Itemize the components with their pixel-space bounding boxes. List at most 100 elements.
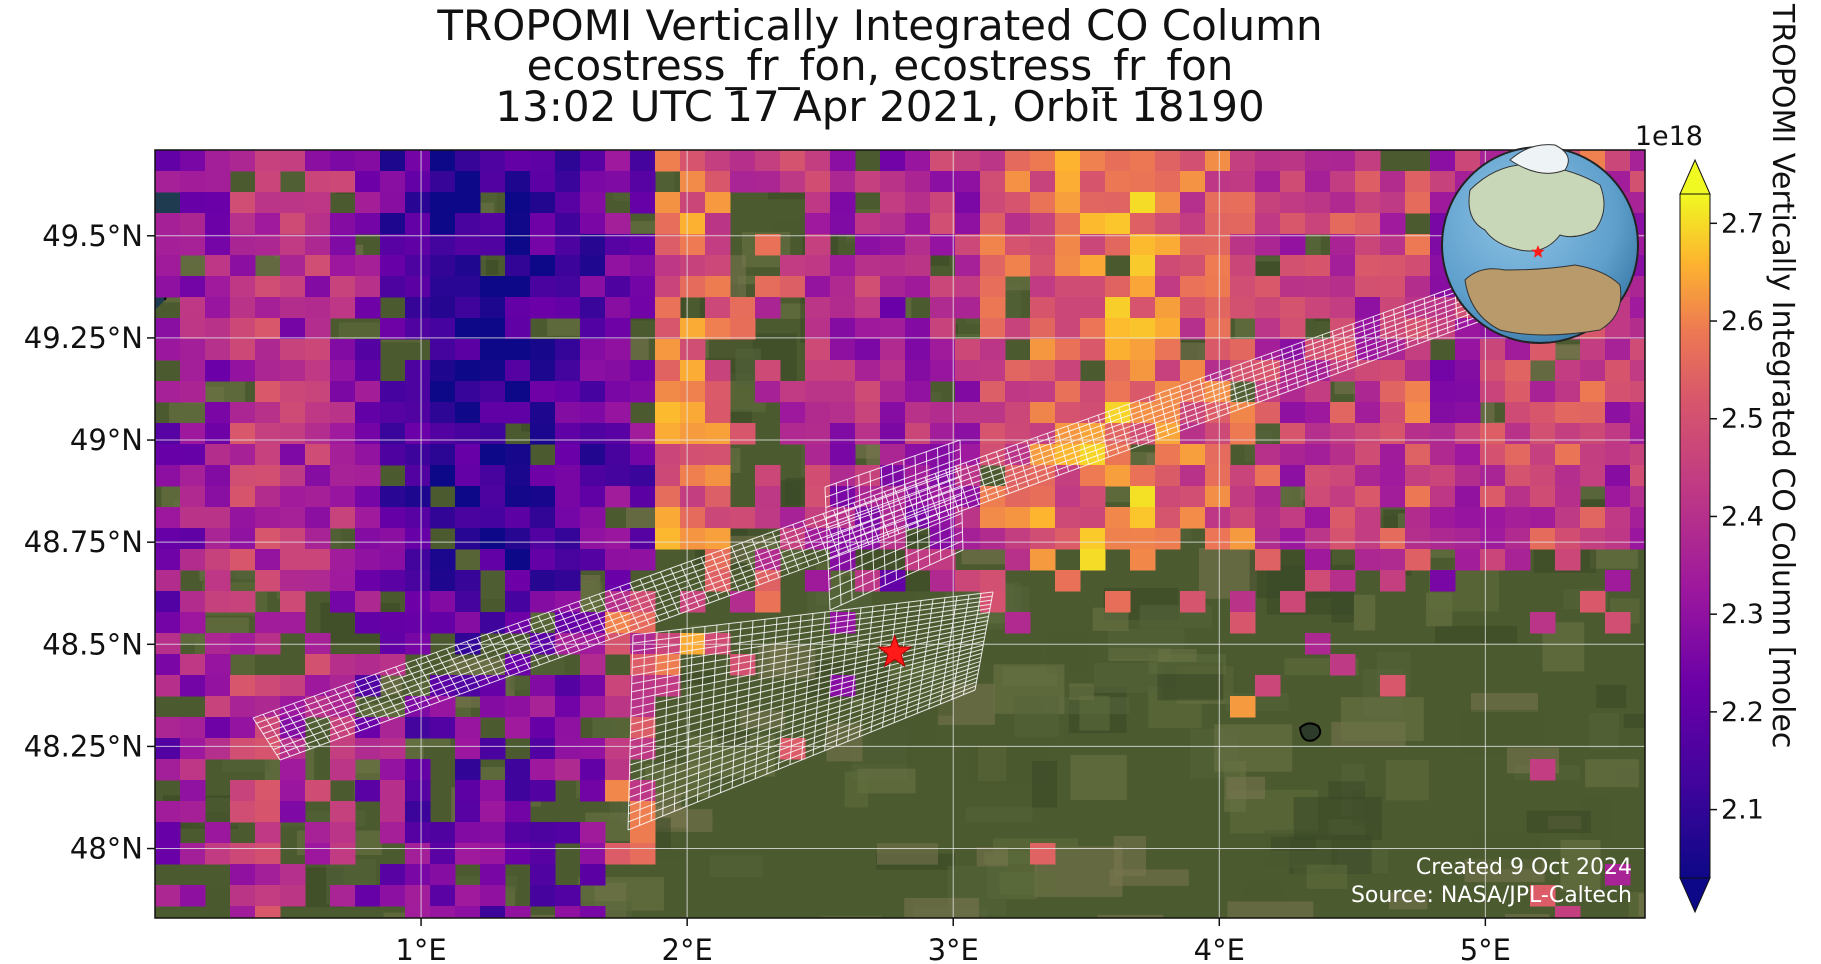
red-star-marker: [877, 634, 913, 668]
co-pixel: [505, 591, 531, 613]
co-pixel: [455, 360, 481, 382]
co-pixel: [905, 423, 931, 445]
co-pixel: [1380, 234, 1406, 256]
co-pixel: [1280, 591, 1306, 613]
co-pixel: [1580, 507, 1606, 529]
co-pixel: [1405, 465, 1431, 487]
co-pixel: [980, 339, 1006, 361]
co-pixel: [355, 675, 381, 697]
co-pixel: [255, 507, 281, 529]
land-texture-patch: [999, 871, 1057, 895]
co-pixel: [1555, 360, 1581, 382]
swath-grid-line: [629, 660, 981, 774]
land-texture-patch: [965, 807, 1033, 823]
co-pixel: [430, 318, 456, 340]
co-pixel: [580, 360, 606, 382]
co-pixel: [555, 171, 581, 193]
co-pixel: [1505, 444, 1531, 466]
co-pixel: [480, 486, 506, 508]
co-pixel: [280, 297, 306, 319]
colorbar-tick-label: 2.6: [1721, 306, 1764, 337]
co-pixel: [505, 150, 531, 172]
co-pixel: [430, 864, 456, 886]
co-pixel: [180, 738, 206, 760]
site-marker: [877, 634, 913, 668]
co-pixel: [955, 423, 981, 445]
co-pixel: [305, 549, 331, 571]
colorbar-max-extend: [1679, 158, 1711, 195]
co-pixel: [630, 381, 656, 403]
co-pixel: [680, 507, 706, 529]
co-pixel: [605, 696, 631, 718]
co-pixel: [1505, 465, 1531, 487]
co-pixel: [455, 423, 481, 445]
y-tick-label: 49.25°N: [24, 321, 143, 355]
co-pixel: [405, 444, 431, 466]
co-pixel: [480, 360, 506, 382]
co-pixel: [555, 906, 581, 918]
co-pixel: [255, 633, 281, 655]
co-pixel: [280, 192, 306, 214]
co-pixel: [205, 507, 231, 529]
co-pixel: [1580, 339, 1606, 361]
co-pixel: [1130, 423, 1156, 445]
co-pixel: [1305, 192, 1331, 214]
co-pixel: [230, 507, 256, 529]
co-pixel: [1030, 213, 1056, 235]
co-pixel: [255, 822, 281, 844]
co-pixel: [855, 276, 881, 298]
co-pixel: [630, 654, 656, 676]
co-pixel: [855, 381, 881, 403]
co-pixel: [1180, 360, 1206, 382]
co-pixel: [280, 759, 306, 781]
co-pixel: [1130, 360, 1156, 382]
co-pixel: [1330, 507, 1356, 529]
swath-grid-line: [259, 290, 1476, 729]
co-pixel: [230, 423, 256, 445]
co-pixel: [380, 318, 406, 340]
land-texture-patch: [1623, 713, 1645, 728]
swath-grid-line: [827, 494, 962, 549]
co-pixel: [805, 486, 831, 508]
co-pixel: [280, 675, 306, 697]
co-pixel: [355, 402, 381, 424]
co-pixel: [455, 150, 481, 172]
co-pixel: [230, 255, 256, 277]
co-pixel: [255, 864, 281, 886]
co-pixel: [1630, 297, 1645, 319]
co-pixel: [1105, 171, 1131, 193]
co-pixel: [1605, 423, 1631, 445]
co-pixel: [1355, 381, 1381, 403]
co-pixel: [430, 822, 456, 844]
co-pixel: [405, 402, 431, 424]
co-pixel: [205, 213, 231, 235]
co-pixel: [1230, 402, 1256, 424]
co-pixel: [480, 780, 506, 802]
co-pixel: [1555, 528, 1581, 550]
co-pixel: [630, 360, 656, 382]
co-pixel: [1280, 192, 1306, 214]
co-pixel: [430, 423, 456, 445]
co-pixel: [355, 255, 381, 277]
co-pixel: [830, 381, 856, 403]
co-pixel: [430, 276, 456, 298]
co-pixel: [830, 339, 856, 361]
co-pixel: [1230, 297, 1256, 319]
co-pixel: [180, 654, 206, 676]
co-pixel: [905, 276, 931, 298]
co-pixel: [755, 486, 781, 508]
co-pixel: [480, 402, 506, 424]
co-pixel: [1255, 318, 1281, 340]
co-pixel: [1430, 444, 1456, 466]
co-pixel: [580, 444, 606, 466]
co-pixel: [1205, 171, 1231, 193]
co-pixel: [755, 570, 781, 592]
co-pixel: [1255, 171, 1281, 193]
co-pixel: [1080, 381, 1106, 403]
co-pixel: [1380, 444, 1406, 466]
land-texture-patch: [1306, 864, 1348, 889]
co-pixel: [1205, 444, 1231, 466]
co-pixel: [305, 318, 331, 340]
co-pixel: [455, 717, 481, 739]
co-pixel: [330, 570, 356, 592]
